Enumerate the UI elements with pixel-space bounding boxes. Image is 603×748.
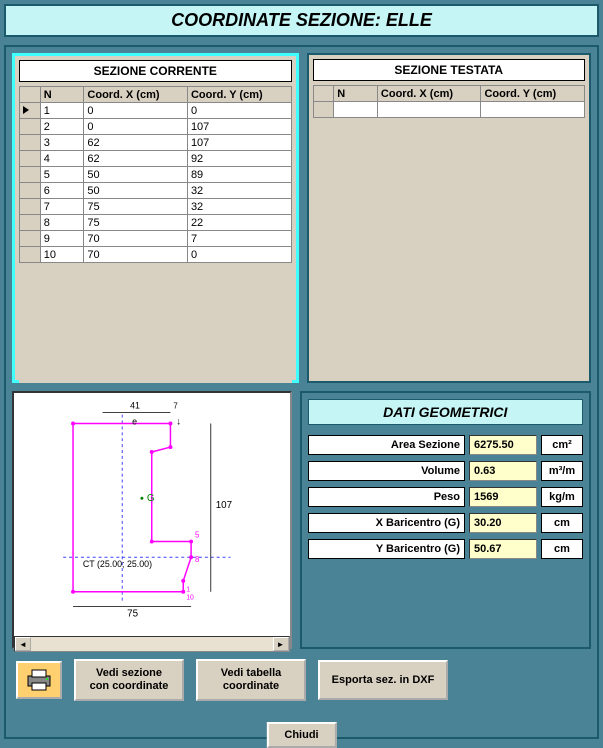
svg-text:10: 10 — [186, 595, 194, 602]
table-row[interactable]: 87522 — [20, 215, 292, 231]
table-row[interactable]: 10700 — [20, 247, 292, 263]
table-row[interactable]: 20107 — [20, 119, 292, 135]
col-x[interactable]: Coord. X (cm) — [84, 87, 188, 103]
col-rowsel — [313, 86, 334, 102]
geo-header: DATI GEOMETRICI — [308, 399, 584, 425]
table-row[interactable]: 65032 — [20, 183, 292, 199]
geo-label: Area Sezione — [308, 435, 466, 455]
sezione-corrente-header: SEZIONE CORRENTE — [19, 60, 292, 82]
geo-unit: cm — [541, 513, 583, 533]
table-row[interactable]: 100 — [20, 103, 292, 119]
geo-unit: kg/m — [541, 487, 583, 507]
corrente-table[interactable]: N Coord. X (cm) Coord. Y (cm) 1002010736… — [19, 86, 292, 263]
geo-label: Volume — [308, 461, 466, 481]
col-n[interactable]: N — [40, 87, 84, 103]
chiudi-button[interactable]: Chiudi — [266, 722, 336, 748]
svg-text:7: 7 — [173, 402, 177, 411]
geo-value: 50.67 — [469, 539, 537, 559]
svg-text:107: 107 — [216, 500, 232, 511]
page-title: COORDINATE SEZIONE: ELLE — [4, 4, 599, 37]
geo-label: X Baricentro (G) — [308, 513, 466, 533]
table-row[interactable]: 362107 — [20, 135, 292, 151]
table-row[interactable]: 55089 — [20, 167, 292, 183]
geo-unit: cm² — [541, 435, 583, 455]
print-button[interactable] — [16, 661, 62, 699]
testata-table[interactable]: N Coord. X (cm) Coord. Y (cm) — [313, 85, 586, 118]
geo-value: 30.20 — [469, 513, 537, 533]
col-y[interactable]: Coord. Y (cm) — [187, 87, 291, 103]
scroll-left-icon[interactable]: ◄ — [15, 637, 31, 651]
geo-value: 0.63 — [469, 461, 537, 481]
section-diagram: G 41 7 e ↓ 107 5 8 75 CT (25.00; 25.00) … — [12, 391, 292, 649]
g-label: G — [147, 493, 155, 504]
svg-text:e: e — [132, 416, 137, 426]
table-row[interactable]: 46292 — [20, 151, 292, 167]
esporta-dxf-button[interactable]: Esporta sez. in DXF — [318, 660, 448, 700]
geo-label: Y Baricentro (G) — [308, 539, 466, 559]
col-rowsel — [20, 87, 41, 103]
scroll-right-icon[interactable]: ► — [273, 637, 289, 651]
diagram-hscroll[interactable]: ◄ ► — [14, 636, 290, 652]
sezione-corrente-panel: SEZIONE CORRENTE N Coord. X (cm) Coord. … — [12, 53, 299, 383]
svg-text:41: 41 — [130, 401, 140, 411]
svg-text:1: 1 — [186, 587, 190, 594]
col-y[interactable]: Coord. Y (cm) — [481, 86, 585, 102]
col-x[interactable]: Coord. X (cm) — [377, 86, 481, 102]
sezione-testata-panel: SEZIONE TESTATA N Coord. X (cm) Coord. Y… — [307, 53, 592, 383]
col-n[interactable]: N — [334, 86, 378, 102]
svg-text:8: 8 — [195, 555, 200, 564]
printer-icon — [24, 668, 54, 692]
sezione-testata-header: SEZIONE TESTATA — [313, 59, 586, 81]
vedi-tabella-button[interactable]: Vedi tabellacoordinate — [196, 659, 306, 701]
dati-geometrici-panel: DATI GEOMETRICI Area Sezione6275.50cm² Vo… — [300, 391, 592, 649]
svg-text:5: 5 — [195, 531, 200, 540]
geo-unit: m³/m — [541, 461, 583, 481]
table-row[interactable]: 9707 — [20, 231, 292, 247]
geo-value: 1569 — [469, 487, 537, 507]
svg-text:↓: ↓ — [176, 416, 181, 427]
vedi-sezione-button[interactable]: Vedi sezionecon coordinate — [74, 659, 184, 701]
geo-label: Peso — [308, 487, 466, 507]
table-row[interactable]: 77532 — [20, 199, 292, 215]
geo-unit: cm — [541, 539, 583, 559]
svg-text:75: 75 — [127, 608, 138, 619]
geo-value: 6275.50 — [469, 435, 537, 455]
svg-text:CT (25.00; 25.00): CT (25.00; 25.00) — [83, 559, 152, 569]
